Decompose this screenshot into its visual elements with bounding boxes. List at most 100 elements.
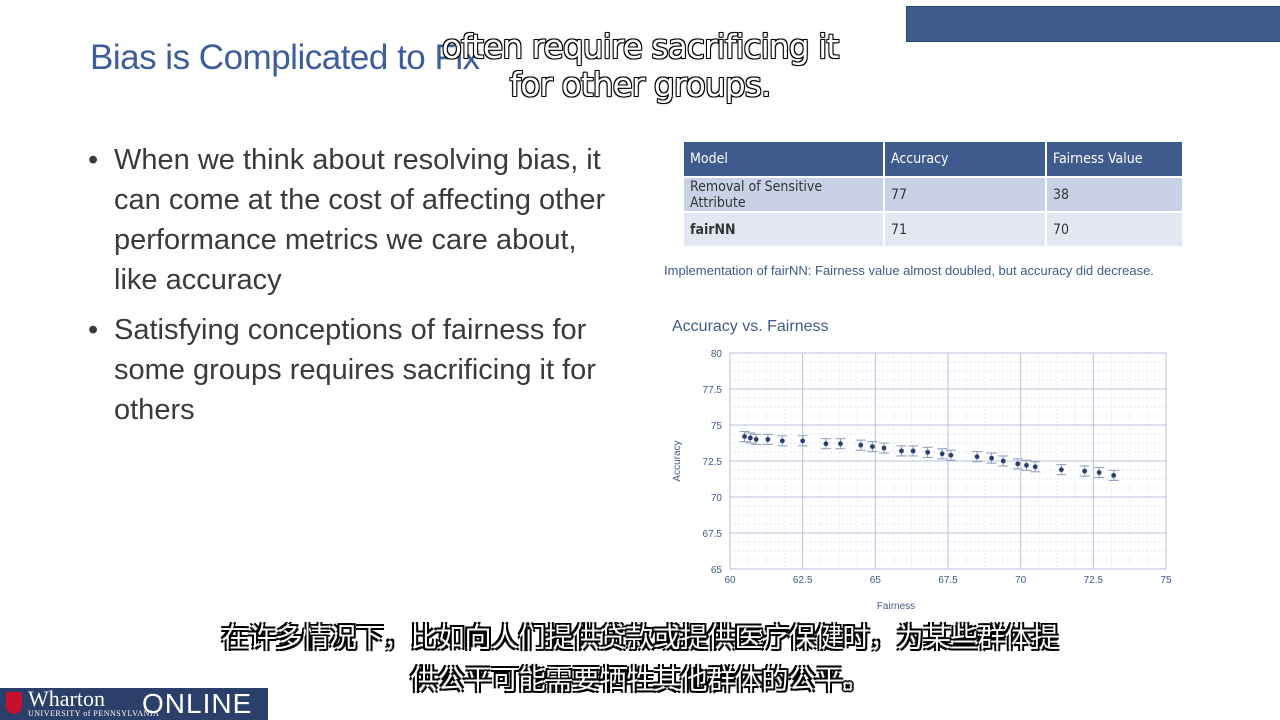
data-point (1082, 468, 1088, 474)
data-point (974, 454, 980, 460)
x-tick-label: 72.5 (1084, 575, 1104, 586)
table-caption: Implementation of fairNN: Fairness value… (664, 263, 1154, 278)
data-point (1058, 467, 1064, 473)
data-point (939, 451, 945, 457)
data-point (779, 438, 785, 444)
bullet-text: Satisfying conceptions of fairness for s… (114, 314, 596, 426)
table-row: fairNN 71 70 (684, 211, 1184, 246)
x-tick-label: 75 (1160, 575, 1172, 586)
subtitle-english: often require sacrificing it for other g… (441, 27, 840, 105)
penn-shield-icon (6, 692, 22, 714)
data-point-group (896, 445, 907, 457)
data-point (823, 441, 829, 447)
data-point-group (879, 442, 890, 454)
data-point-group (777, 435, 788, 447)
data-point-group (835, 438, 846, 450)
x-axis-label: Fairness (877, 601, 915, 612)
data-point-group (922, 446, 933, 458)
online-logo-text: ONLINE (142, 688, 253, 719)
data-point-group (908, 445, 919, 457)
data-point (948, 452, 954, 458)
y-tick-label: 80 (711, 349, 723, 360)
chart-title: Accuracy vs. Fairness (672, 318, 829, 335)
header-fairness: Fairness Value (1046, 142, 1184, 177)
data-point-group (745, 432, 756, 444)
data-point-group (867, 441, 878, 453)
data-point (742, 434, 747, 439)
subtitle-chinese-line: 供公平可能需要牺牲其他群体的公平。 (410, 665, 870, 696)
data-point (800, 438, 806, 444)
subtitle-chinese-line: 在许多情况下，比如向人们提供贷款或提供医疗保健时，为某些群体提 (221, 623, 1059, 654)
bullet-item: • Satisfying conceptions of fairness for… (86, 310, 606, 430)
cell-accuracy: 77 (884, 176, 1047, 212)
top-banner (906, 6, 1280, 42)
data-point-group (797, 435, 808, 447)
data-point-group (751, 433, 762, 445)
data-point-group (1108, 469, 1119, 481)
y-tick-label: 72.5 (703, 457, 723, 468)
data-point-group (1012, 458, 1023, 470)
cell-fairness: 70 (1046, 211, 1184, 246)
header-model: Model (684, 142, 885, 177)
data-point-group (1079, 465, 1090, 477)
header-accuracy: Accuracy (884, 142, 1047, 177)
upenn-logo-text: UNIVERSITY of PENNSYLVANIA (28, 709, 160, 718)
data-point (881, 445, 887, 451)
data-point (1096, 470, 1102, 475)
data-point (1000, 458, 1006, 464)
bullet-glyph: • (88, 314, 99, 346)
data-point-group (1021, 459, 1032, 471)
data-point (753, 437, 759, 442)
data-point-group (937, 448, 948, 460)
data-point (1032, 464, 1038, 470)
y-tick-label: 75 (711, 421, 723, 432)
bullet-list: • When we think about resolving bias, it… (86, 140, 606, 440)
data-point-group (1094, 466, 1105, 479)
data-point-group (986, 452, 997, 464)
y-tick-label: 70 (711, 493, 723, 504)
data-point (747, 435, 753, 441)
data-point (858, 442, 864, 448)
data-point-group (1056, 464, 1067, 476)
data-point (1111, 473, 1117, 478)
data-point (870, 444, 875, 449)
table-row: Removal of Sensitive Attribute 77 38 (684, 176, 1184, 212)
data-point-group (739, 430, 750, 443)
x-tick-label: 65 (870, 575, 882, 586)
slide-title: Bias is Complicated to Fix (90, 38, 480, 77)
results-table: Model Accuracy Fairness Value Removal of… (684, 142, 1184, 246)
data-point-group (1030, 461, 1041, 473)
x-tick-label: 60 (724, 575, 736, 586)
data-point (765, 437, 771, 442)
x-tick-label: 67.5 (938, 575, 958, 586)
cell-accuracy: 71 (884, 211, 1047, 246)
subtitle-chinese: 在许多情况下，比如向人们提供贷款或提供医疗保健时，为某些群体提 供公平可能需要牺… (160, 618, 1120, 702)
bullet-item: • When we think about resolving bias, it… (86, 140, 606, 300)
bullet-glyph: • (88, 144, 99, 176)
x-tick-label: 70 (1015, 575, 1027, 586)
bullet-text: When we think about resolving bias, it c… (114, 144, 606, 296)
y-tick-label: 77.5 (703, 385, 723, 396)
y-tick-label: 67.5 (703, 529, 723, 540)
data-point (899, 448, 904, 454)
cell-model: Removal of Sensitive Attribute (684, 176, 885, 212)
data-point (989, 455, 994, 461)
y-tick-label: 65 (711, 565, 723, 576)
data-point-group (998, 455, 1009, 467)
data-point-group (972, 451, 983, 463)
wharton-logo-text: Wharton (28, 686, 105, 711)
data-point-group (855, 439, 866, 451)
data-point (925, 449, 931, 455)
data-point (910, 448, 916, 454)
cell-fairness: 38 (1046, 176, 1184, 212)
y-axis-label: Accuracy (672, 440, 683, 481)
table-header-row: Model Accuracy Fairness Value (684, 142, 1184, 177)
data-point-group (762, 433, 773, 445)
data-point (838, 441, 843, 447)
data-point-group (820, 438, 831, 450)
x-tick-label: 62.5 (793, 575, 813, 586)
data-point (1015, 461, 1021, 467)
cell-model: fairNN (684, 211, 885, 246)
